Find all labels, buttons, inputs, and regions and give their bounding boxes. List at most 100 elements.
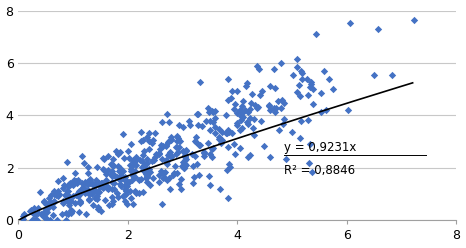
Point xyxy=(30,206,37,210)
Point xyxy=(64,212,71,216)
Point xyxy=(116,150,123,154)
Point xyxy=(76,200,84,204)
Point xyxy=(82,191,89,195)
Point xyxy=(240,99,247,103)
Point xyxy=(112,149,119,153)
Point xyxy=(137,139,145,143)
Point xyxy=(110,199,117,203)
Point xyxy=(145,169,153,173)
Point xyxy=(308,170,316,174)
Point xyxy=(232,102,239,106)
Point xyxy=(48,201,55,205)
Point xyxy=(128,196,135,200)
Point xyxy=(46,200,54,204)
Point xyxy=(89,183,96,187)
Point xyxy=(50,199,57,203)
Point xyxy=(167,137,175,141)
Point xyxy=(122,184,130,187)
Point xyxy=(246,107,253,111)
Point xyxy=(63,160,71,164)
Point xyxy=(165,152,172,156)
Point xyxy=(320,69,327,73)
Point xyxy=(139,168,147,172)
Point xyxy=(194,162,201,166)
Point xyxy=(165,139,172,143)
Point xyxy=(100,157,108,161)
Point xyxy=(212,110,219,114)
Point xyxy=(225,77,232,81)
Point xyxy=(173,171,180,175)
Point xyxy=(166,187,174,191)
Point xyxy=(34,211,41,215)
Point xyxy=(205,141,212,145)
Point xyxy=(179,160,186,164)
Point xyxy=(161,176,169,180)
Point xyxy=(288,130,295,134)
Point xyxy=(174,150,182,154)
Point xyxy=(239,112,246,116)
Point xyxy=(165,120,173,124)
Point xyxy=(54,194,62,198)
Point xyxy=(145,167,153,171)
Point xyxy=(182,149,190,153)
Point xyxy=(109,163,116,167)
Point xyxy=(179,150,187,154)
Point xyxy=(68,210,75,214)
Point xyxy=(36,190,44,194)
Point xyxy=(62,198,70,202)
Point xyxy=(258,89,265,93)
Point xyxy=(67,208,75,212)
Point xyxy=(157,169,164,173)
Point xyxy=(199,124,206,128)
Point xyxy=(110,164,117,168)
Point xyxy=(59,199,67,203)
Point xyxy=(206,183,214,187)
Point xyxy=(108,195,115,199)
Point xyxy=(131,169,139,173)
Point xyxy=(54,218,61,222)
Point xyxy=(80,161,87,165)
Point xyxy=(281,100,288,104)
Point xyxy=(155,180,163,184)
Point xyxy=(312,32,320,36)
Point xyxy=(103,172,110,176)
Point xyxy=(223,131,230,135)
Point xyxy=(155,173,163,177)
Point xyxy=(226,164,233,168)
Point xyxy=(160,176,167,180)
Point xyxy=(72,201,79,205)
Point xyxy=(61,200,68,204)
Point xyxy=(121,178,129,182)
Point xyxy=(231,142,238,146)
Point xyxy=(317,110,324,114)
Point xyxy=(176,182,183,186)
Point xyxy=(182,148,189,152)
Point xyxy=(127,142,135,146)
Point xyxy=(69,181,76,185)
Point xyxy=(71,171,78,175)
Point xyxy=(90,188,98,192)
Point xyxy=(65,200,73,204)
Point xyxy=(271,86,279,90)
Point xyxy=(208,155,216,159)
Point xyxy=(128,163,136,167)
Point xyxy=(116,166,123,170)
Point xyxy=(145,131,152,135)
Point xyxy=(82,180,89,184)
Point xyxy=(238,118,245,122)
Point xyxy=(181,155,189,159)
Point xyxy=(92,189,100,193)
Point xyxy=(212,125,219,129)
Point xyxy=(181,162,189,166)
Point xyxy=(89,191,96,195)
Point xyxy=(139,153,147,156)
Point xyxy=(125,156,132,160)
Point xyxy=(303,77,311,81)
Point xyxy=(50,192,58,196)
Point xyxy=(130,160,138,164)
Point xyxy=(273,106,280,110)
Point xyxy=(40,211,47,215)
Point xyxy=(158,120,165,124)
Point xyxy=(230,107,238,111)
Point xyxy=(72,193,79,197)
